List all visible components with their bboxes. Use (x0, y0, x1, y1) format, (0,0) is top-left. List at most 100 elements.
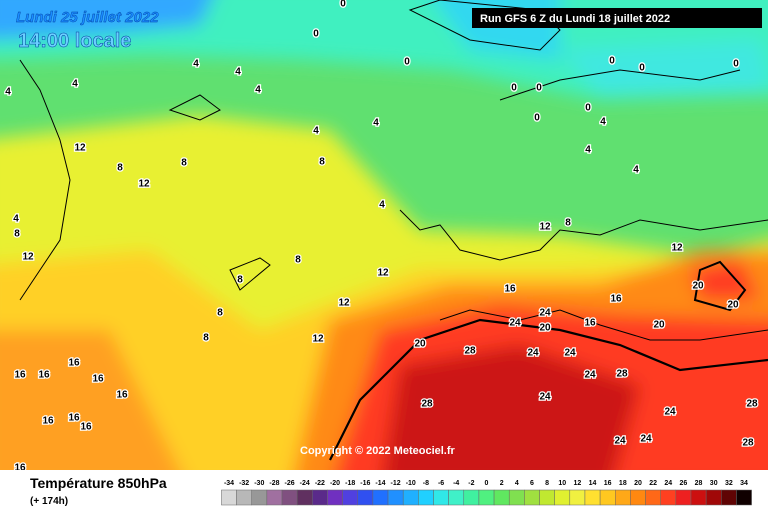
run-box (472, 8, 762, 28)
contour-label: 12 (377, 268, 389, 279)
scale-label: -2 (468, 480, 474, 487)
scale-label: -20 (330, 480, 340, 487)
contour-label: 4 (235, 67, 241, 78)
scale-label: 4 (515, 480, 519, 487)
scale-label: -6 (438, 480, 444, 487)
scale-label: -26 (285, 480, 295, 487)
contour-label: 8 (203, 333, 209, 344)
scale-swatch (463, 489, 480, 506)
scale-label: 2 (500, 480, 504, 487)
scale-label: 30 (710, 480, 718, 487)
scale-swatch (418, 489, 434, 506)
isotherm-20 (329, 318, 768, 461)
scale-label: 12 (573, 480, 581, 487)
scale-label: -32 (239, 480, 249, 487)
contour-label: 4 (373, 118, 379, 129)
contour-label: 4 (13, 214, 19, 225)
contour-label: 28 (742, 438, 754, 449)
contour-label: 4 (72, 79, 78, 90)
scale-swatch (524, 489, 540, 506)
contour-label: 12 (312, 334, 324, 345)
scale-swatch (554, 489, 571, 506)
contour-label: 12 (671, 243, 683, 254)
scale-swatch (493, 489, 510, 506)
contour-label: 28 (746, 399, 758, 410)
contour-label: 12 (138, 179, 150, 190)
scale-label: 24 (664, 480, 672, 487)
contour-label: 20 (653, 320, 665, 331)
contour-label: 16 (610, 294, 622, 305)
scale-swatch (327, 489, 343, 506)
contour-label: 0 (534, 113, 540, 124)
contour-label: 4 (379, 200, 385, 211)
scale-label: -34 (224, 480, 234, 487)
scale-label: 6 (530, 480, 534, 487)
scale-label: -18 (345, 480, 355, 487)
scale-swatch (281, 489, 298, 506)
scale-swatch (584, 489, 601, 506)
scale-swatch (296, 489, 313, 506)
run-info: Run GFS 6 Z du Lundi 18 juillet 2022 (480, 13, 670, 25)
scale-label: 28 (695, 480, 703, 487)
contour-label: 4 (193, 59, 199, 70)
contour-label: 8 (14, 229, 20, 240)
scale-swatch (675, 489, 692, 506)
scale-label: -8 (423, 480, 429, 487)
scale-label: 0 (485, 480, 489, 487)
scale-label: 26 (680, 480, 688, 487)
contour-label: 4 (313, 126, 319, 137)
contour-label: 24 (509, 318, 521, 329)
contour-label: 16 (68, 413, 80, 424)
contour-label: 16 (68, 358, 80, 369)
contour-label: 8 (217, 308, 223, 319)
contour-label: 0 (340, 0, 346, 10)
contour-label: 8 (117, 163, 123, 174)
contour-label: 24 (527, 348, 539, 359)
contour-label: 4 (633, 165, 639, 176)
scale-label: -10 (406, 480, 416, 487)
contour-label: 0 (511, 83, 517, 94)
contour-label: 20 (414, 339, 426, 350)
contour-label: 24 (539, 392, 551, 403)
scale-label: -4 (453, 480, 459, 487)
contour-label: 16 (584, 318, 596, 329)
scale-label: -12 (391, 480, 401, 487)
contour-label: 16 (42, 416, 54, 427)
scale-swatch (539, 489, 555, 506)
contour-label: 0 (404, 57, 410, 68)
contour-label: 16 (92, 374, 104, 385)
contour-label: 0 (536, 83, 542, 94)
map-date: Lundi 25 juillet 2022 (16, 9, 159, 26)
scale-swatch (221, 489, 237, 506)
scale-label: 16 (604, 480, 612, 487)
contour-label: 16 (116, 390, 128, 401)
scale-swatch (508, 489, 525, 506)
scale-swatch (387, 489, 404, 506)
contour-label: 20 (692, 281, 704, 292)
scale-label: 14 (589, 480, 597, 487)
contour-label: 0 (585, 103, 591, 114)
scale-swatch (266, 489, 283, 506)
contour-label: 0 (609, 56, 615, 67)
scale-label: -22 (315, 480, 325, 487)
scale-swatch (236, 489, 252, 506)
contour-label: 24 (539, 308, 551, 319)
contour-label: 8 (319, 157, 325, 168)
isotherm-20 (693, 260, 747, 312)
contour-label: 16 (504, 284, 516, 295)
scale-label: 34 (740, 480, 748, 487)
scale-swatch (569, 489, 586, 506)
scale-label: -30 (254, 480, 264, 487)
contour-label: 12 (22, 252, 34, 263)
contour-label: 0 (313, 29, 319, 40)
contour-label: 16 (38, 370, 50, 381)
scale-label: -16 (360, 480, 370, 487)
contour-label: 24 (664, 407, 676, 418)
scale-swatch (690, 489, 707, 506)
contour-label: 20 (727, 300, 739, 311)
scale-swatch (372, 489, 389, 506)
scale-swatch (645, 489, 661, 506)
contour-label: 16 (14, 370, 26, 381)
scale-swatch (312, 489, 328, 506)
